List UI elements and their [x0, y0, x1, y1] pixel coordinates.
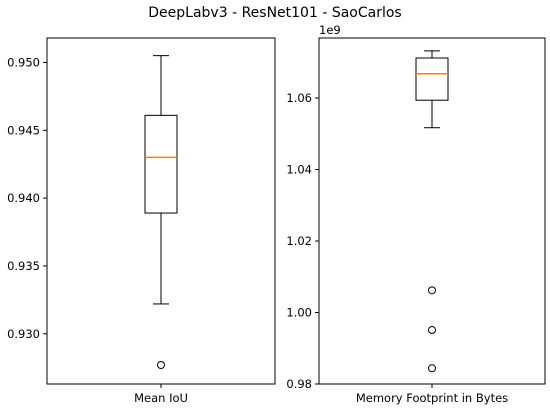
iqr-box [415, 57, 449, 101]
memory-footprint-panel: 0.98 1.00 1.02 1.04 1.06 1e9 Memory Footprint … [286, 23, 546, 405]
y-tick-label: 0.98 [286, 377, 312, 391]
chart-title: DeepLabv3 - ResNet101 - SaoCarlos [148, 5, 401, 21]
outlier-point [428, 364, 436, 373]
x-tick-label: Memory Footprint in Bytes [356, 391, 508, 405]
y-tick-label: 0.935 [7, 259, 40, 273]
x-tick-label: Mean IoU [134, 391, 188, 405]
outlier-point [428, 286, 436, 295]
outlier-point [157, 361, 165, 370]
mean-iou-panel: 0.930 0.935 0.940 0.945 0.950 Mean IoU [7, 37, 276, 405]
y-tick-label: 0.930 [7, 327, 40, 341]
y-tick-label: 0.950 [7, 55, 40, 69]
outlier-point [428, 326, 436, 335]
y-tick-label: 1.06 [286, 91, 312, 105]
y-offset-label: 1e9 [319, 23, 341, 37]
y-tick-label: 1.02 [286, 234, 312, 248]
plot-area-frame [318, 37, 546, 385]
y-tick-label: 1.04 [286, 163, 312, 177]
y-tick-label: 0.945 [7, 123, 40, 137]
iqr-box [144, 114, 178, 214]
y-tick-label: 1.00 [286, 306, 312, 320]
y-tick-label: 0.940 [7, 191, 40, 205]
